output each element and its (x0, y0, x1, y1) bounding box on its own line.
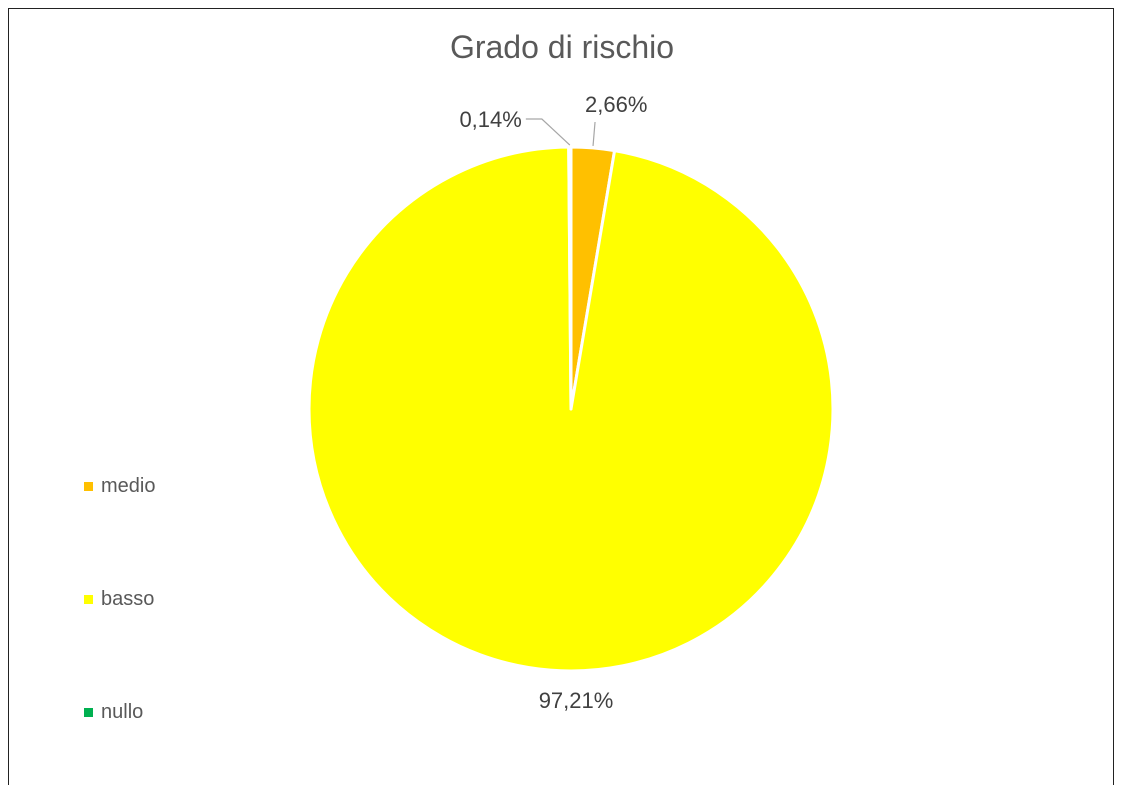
legend-swatch-nullo (84, 708, 93, 717)
pie-chart: 2,66% 97,21% 0,14% (307, 92, 835, 713)
legend-swatch-medio (84, 482, 93, 491)
legend-label-nullo: nullo (101, 701, 144, 723)
chart-area: Grado di rischio 2,66% 97,21% 0,14% medio … (8, 8, 1114, 785)
leader-line-nullo (525, 118, 571, 146)
leader-line-medio (592, 121, 596, 146)
legend-label-medio: medio (101, 475, 156, 497)
legend-item-nullo: nullo (84, 701, 143, 724)
legend-item-medio: medio (84, 475, 155, 498)
data-label-nullo: 0,14% (459, 107, 521, 132)
legend-label-basso: basso (101, 588, 155, 610)
legend-swatch-basso (84, 595, 93, 604)
data-label-medio: 2,66% (585, 92, 647, 117)
pie-slice-nullo (567, 145, 573, 411)
chart-title: Grado di rischio (449, 29, 675, 65)
legend-item-basso: basso (84, 588, 154, 611)
data-label-basso: 97,21% (539, 688, 614, 713)
